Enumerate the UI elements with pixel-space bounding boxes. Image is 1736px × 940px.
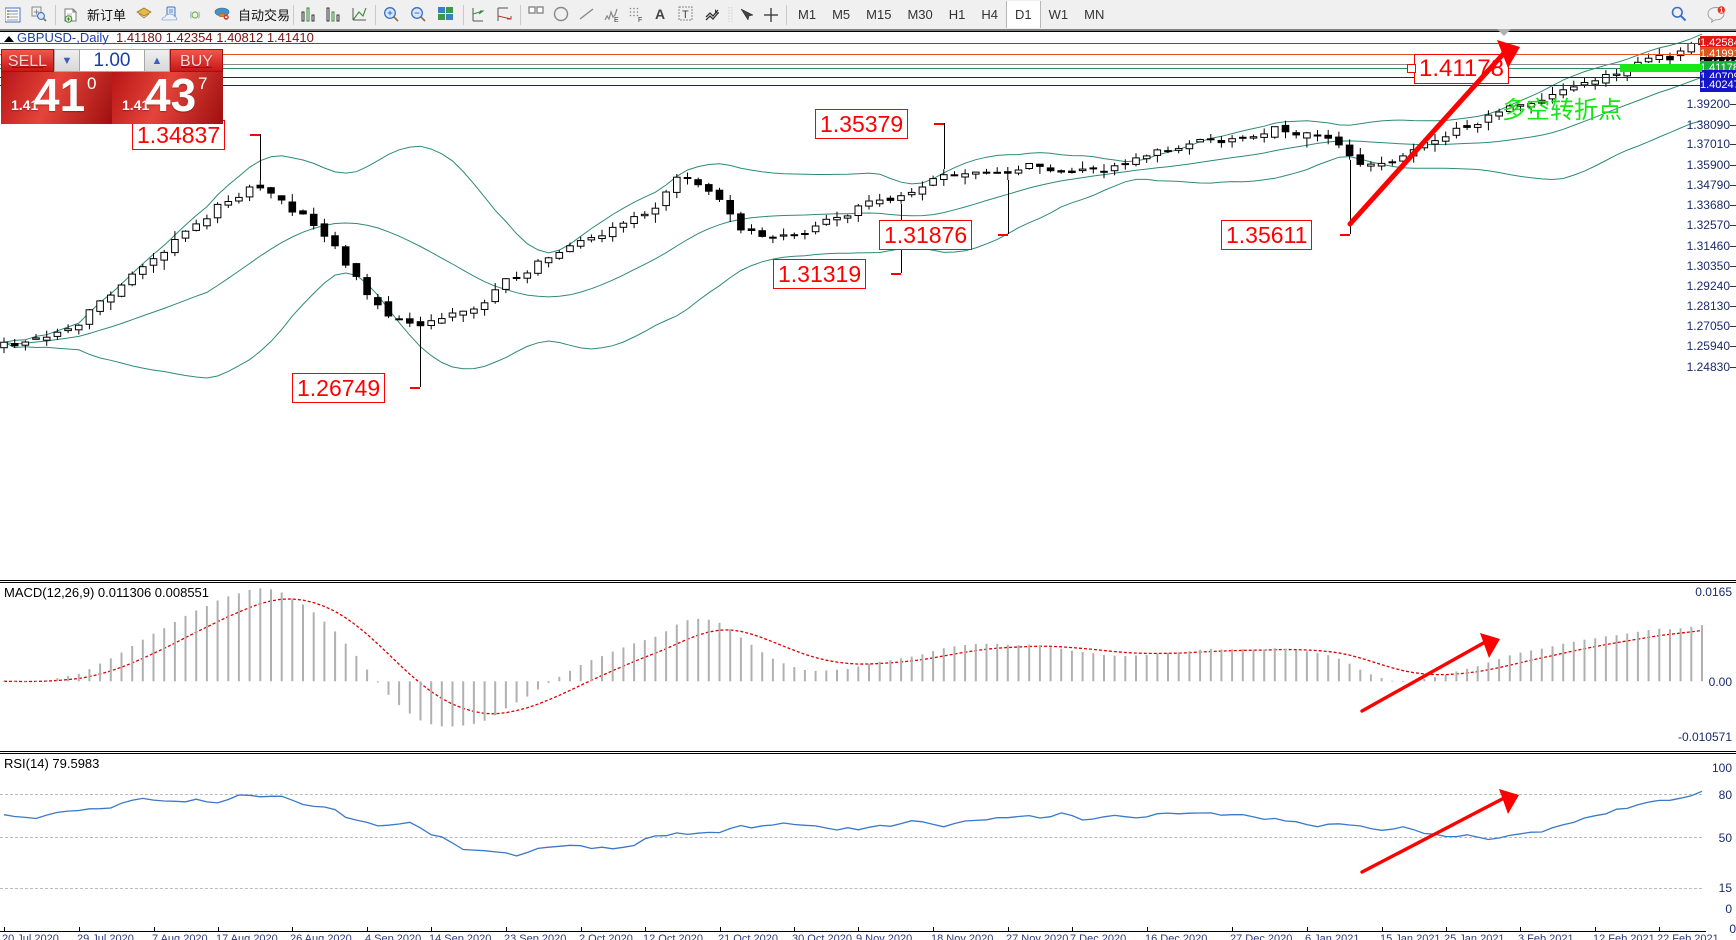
svg-text:A: A <box>655 6 665 22</box>
svg-text:F: F <box>638 17 642 23</box>
svg-text:E: E <box>614 17 619 23</box>
svg-text:1: 1 <box>1719 7 1723 14</box>
svg-text:T: T <box>682 9 689 21</box>
